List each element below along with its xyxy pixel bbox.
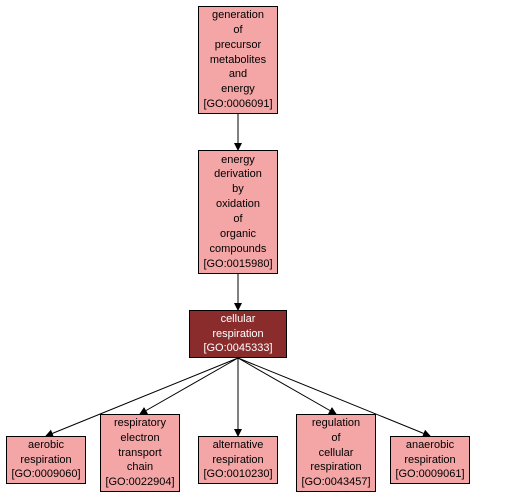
graph-edge — [140, 358, 238, 414]
graph-node: regulationofcellularrespiration[GO:00434… — [296, 414, 376, 492]
graph-node: alternativerespiration[GO:0010230] — [198, 436, 278, 484]
graph-node: generationofprecursormetabolitesandenerg… — [198, 6, 278, 114]
node-label: respiratoryelectrontransportchain[GO:002… — [105, 416, 174, 490]
node-label: alternativerespiration[GO:0010230] — [203, 438, 272, 483]
node-label: generationofprecursormetabolitesandenerg… — [203, 8, 272, 112]
graph-edge — [238, 358, 336, 414]
graph-node: anaerobicrespiration[GO:0009061] — [390, 436, 470, 484]
graph-node: energyderivationbyoxidationoforganiccomp… — [198, 150, 278, 274]
node-label: cellularrespiration[GO:0045333] — [203, 312, 272, 357]
graph-node: cellularrespiration[GO:0045333] — [189, 310, 287, 358]
graph-node: aerobicrespiration[GO:0009060] — [6, 436, 86, 484]
node-label: energyderivationbyoxidationoforganiccomp… — [203, 153, 272, 272]
node-label: regulationofcellularrespiration[GO:00434… — [301, 416, 370, 490]
node-label: aerobicrespiration[GO:0009060] — [11, 438, 80, 483]
node-label: anaerobicrespiration[GO:0009061] — [395, 438, 464, 483]
graph-node: respiratoryelectrontransportchain[GO:002… — [100, 414, 180, 492]
